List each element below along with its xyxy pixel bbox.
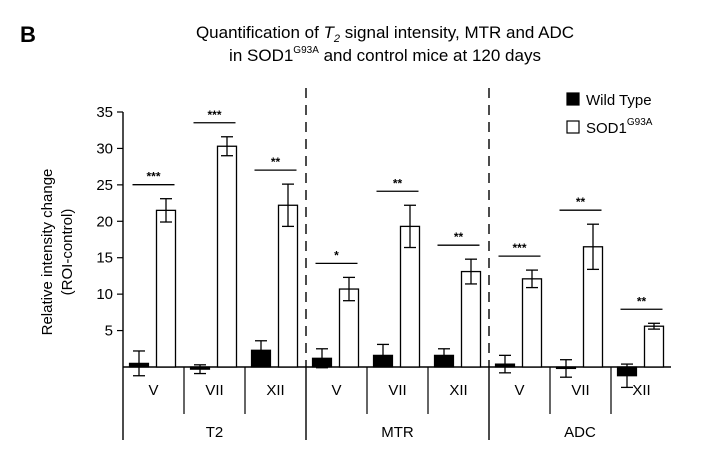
chart-title-line-2: in SOD1G93A and control mice at 120 days bbox=[229, 45, 541, 65]
x-category-label: VII bbox=[388, 382, 406, 399]
legend-label-wild-type: Wild Type bbox=[586, 92, 652, 109]
x-group-label: T2 bbox=[206, 424, 224, 441]
x-category-label: VII bbox=[205, 382, 223, 399]
significance-label: *** bbox=[207, 108, 221, 122]
x-category-label: V bbox=[148, 382, 158, 399]
x-category-label: XII bbox=[632, 382, 650, 399]
x-group-label: ADC bbox=[564, 424, 596, 441]
panel-label: B bbox=[20, 22, 36, 47]
significance-label: ** bbox=[576, 195, 586, 209]
y-tick-label: 30 bbox=[96, 140, 113, 157]
y-tick-label: 5 bbox=[105, 323, 113, 340]
significance-label: ** bbox=[393, 176, 403, 190]
y-tick-label: 35 bbox=[96, 104, 113, 121]
bar-sod1 bbox=[277, 204, 299, 368]
bar-sod1 bbox=[155, 209, 177, 368]
bar-sod1 bbox=[521, 278, 543, 368]
legend-swatch-wild-type bbox=[566, 92, 580, 106]
y-tick-label: 10 bbox=[96, 286, 113, 303]
x-category-label: XII bbox=[449, 382, 467, 399]
significance-label: *** bbox=[512, 241, 526, 255]
significance-label: ** bbox=[454, 230, 464, 244]
y-tick-label: 20 bbox=[96, 213, 113, 230]
legend-swatch-sod1 bbox=[566, 120, 580, 134]
y-tick-label: 15 bbox=[96, 250, 113, 267]
plot-area: 5 10 15 20 25 30 35 *** V *** VII ** XII T2 * V ** VII ** X… bbox=[96, 88, 671, 441]
bar-sod1 bbox=[643, 325, 665, 368]
legend-label-sod1: SOD1G93A bbox=[586, 117, 653, 137]
chart-title-line-1: Quantification of T2 signal intensity, M… bbox=[196, 23, 574, 45]
x-category-label: V bbox=[331, 382, 341, 399]
bar-sod1 bbox=[460, 270, 482, 368]
y-axis-label-line-1: Relative intensity change bbox=[39, 169, 56, 336]
x-category-label: VII bbox=[571, 382, 589, 399]
significance-label: ** bbox=[271, 155, 281, 169]
x-category-label: XII bbox=[266, 382, 284, 399]
x-category-label: V bbox=[514, 382, 524, 399]
y-axis-label-line-2: (ROI-control) bbox=[59, 209, 76, 296]
significance-label: * bbox=[334, 248, 339, 262]
x-group-label: MTR bbox=[381, 424, 414, 441]
significance-label: *** bbox=[146, 170, 160, 184]
significance-label: ** bbox=[637, 294, 647, 308]
y-tick-label: 25 bbox=[96, 177, 113, 194]
legend: Wild Type SOD1G93A bbox=[566, 92, 653, 137]
bar-sod1 bbox=[216, 145, 238, 368]
